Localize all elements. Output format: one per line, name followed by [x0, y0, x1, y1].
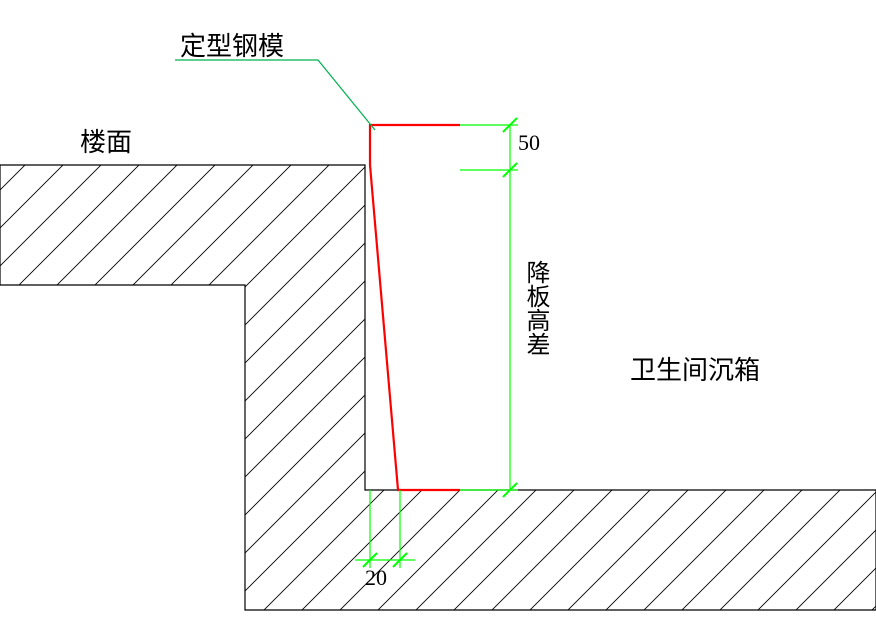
floor-label: 楼面 — [80, 122, 132, 159]
hatch-pattern — [0, 0, 876, 630]
sink-box-label: 卫生间沉箱 — [630, 350, 760, 387]
technical-drawing — [0, 0, 876, 630]
drop-height-label: 降板高差 — [518, 260, 553, 356]
dim-50: 50 — [518, 130, 540, 156]
concrete-outline — [0, 165, 876, 610]
leader-steel-mold — [175, 60, 375, 130]
steel-mold-profile — [370, 125, 460, 490]
dim-20: 20 — [365, 565, 387, 591]
steel-mold-label: 定型钢模 — [180, 26, 284, 63]
